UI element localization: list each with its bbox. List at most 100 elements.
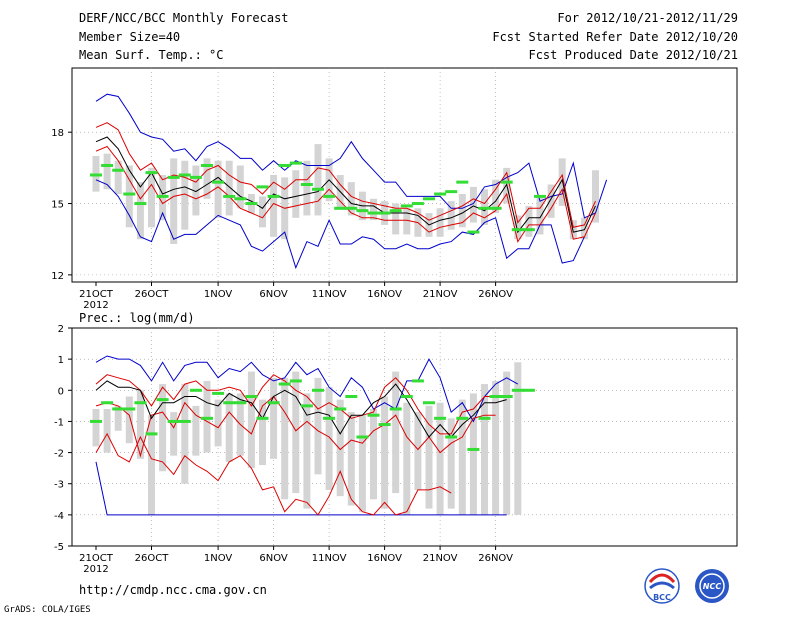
ensemble-box	[336, 399, 344, 497]
obs-marker	[400, 395, 413, 399]
ensemble-box	[481, 384, 488, 515]
ensemble-box	[125, 165, 133, 228]
obs-marker	[267, 194, 280, 198]
ensemble-box	[247, 371, 255, 469]
ensemble-box	[314, 144, 322, 216]
obs-marker	[411, 379, 424, 383]
obs-marker	[445, 190, 458, 194]
obs-marker	[522, 228, 535, 232]
obs-marker	[267, 401, 280, 405]
x-tick-label: 6NOV	[259, 289, 288, 300]
obs-marker	[367, 413, 380, 417]
ensemble-box	[403, 208, 411, 235]
ensemble-box	[525, 205, 533, 237]
y-tick-label: -3	[54, 480, 64, 491]
y-tick-label: 2	[58, 324, 64, 335]
ensemble-box	[381, 396, 389, 509]
obs-marker	[289, 161, 302, 165]
obs-marker	[178, 173, 191, 177]
ensemble-box	[414, 412, 422, 490]
ensemble-box	[514, 215, 522, 240]
obs-marker	[223, 401, 236, 405]
header-start-date: Fcst Started Refer Date 2012/10/20	[492, 30, 738, 44]
obs-marker	[411, 202, 424, 206]
obs-marker	[478, 206, 491, 210]
obs-marker	[434, 192, 447, 196]
red-low-line	[95, 432, 452, 516]
obs-marker	[112, 407, 125, 411]
ensemble-box	[236, 165, 244, 209]
obs-marker	[278, 382, 291, 386]
y-tick-label: 12	[51, 271, 64, 282]
x-tick-label: 21NOV	[423, 289, 458, 300]
obs-marker	[323, 416, 336, 420]
obs-marker	[389, 209, 402, 213]
ensemble-box	[514, 362, 522, 515]
obs-marker	[400, 204, 413, 208]
ensemble-box	[370, 408, 377, 500]
ensemble-box	[259, 399, 266, 466]
obs-marker	[189, 175, 202, 179]
y-tick-label: 0	[58, 386, 64, 397]
ensemble-box	[592, 170, 599, 223]
obs-marker	[356, 435, 369, 439]
ensemble-box	[270, 377, 278, 459]
obs-marker	[234, 401, 247, 405]
x-tick-label: 6NOV	[259, 553, 288, 564]
y-tick-label: 18	[51, 128, 64, 139]
header-member-size: Member Size=40	[79, 30, 181, 44]
ensemble-box	[425, 405, 433, 509]
obs-marker	[90, 419, 102, 423]
obs-marker	[456, 416, 469, 420]
x-year-label: 2012	[83, 564, 108, 575]
ensemble-box	[347, 412, 355, 506]
ensemble-box	[303, 160, 311, 216]
obs-marker	[278, 163, 291, 167]
min-line	[95, 461, 507, 516]
x-tick-label: 16NOV	[367, 289, 402, 300]
ensemble-box	[181, 384, 189, 484]
header-period: For 2012/10/21-2012/11/29	[557, 11, 738, 25]
ensemble-box	[148, 167, 155, 228]
plot-frame	[71, 327, 738, 547]
ensemble-box	[469, 393, 477, 515]
header-produced-date: Fcst Produced Date 2012/10/21	[528, 48, 738, 62]
obs-marker	[423, 401, 435, 405]
x-tick-label: 11NOV	[312, 553, 347, 564]
ensemble-box	[270, 175, 278, 237]
obs-marker	[289, 379, 302, 383]
obs-marker	[489, 206, 502, 210]
x-tick-label: 26NOV	[478, 289, 513, 300]
mean-line	[95, 136, 596, 234]
footer-url[interactable]: http://cmdp.ncc.cma.gov.cn	[79, 583, 267, 597]
obs-marker	[245, 395, 258, 399]
obs-marker	[511, 228, 524, 232]
obs-marker	[378, 423, 391, 427]
ensemble-box	[136, 182, 144, 240]
ensemble-box	[114, 160, 122, 195]
ensemble-box	[181, 160, 189, 230]
upper-line	[95, 374, 496, 435]
x-year-label: 2012	[83, 300, 108, 311]
obs-marker	[434, 416, 447, 420]
ensemble-box	[447, 201, 455, 230]
ensemble-box	[458, 399, 466, 515]
obs-marker	[256, 185, 269, 189]
ensemble-box	[536, 196, 544, 235]
header-variable: Mean Surf. Temp.: °C	[79, 48, 224, 62]
obs-marker	[145, 432, 158, 436]
ensemble-box	[203, 158, 211, 199]
obs-marker	[423, 197, 435, 201]
obs-marker	[522, 388, 535, 392]
ensemble-box	[436, 208, 444, 237]
grads-credit: GrADS: COLA/IGES	[4, 605, 91, 615]
ensemble-box	[103, 408, 111, 453]
y-tick-label: -1	[54, 417, 64, 428]
ensemble-box	[370, 198, 377, 221]
x-tick-label: 26OCT	[135, 289, 170, 300]
ensemble-box	[159, 384, 167, 472]
obs-marker	[489, 395, 502, 399]
obs-marker	[500, 395, 513, 399]
